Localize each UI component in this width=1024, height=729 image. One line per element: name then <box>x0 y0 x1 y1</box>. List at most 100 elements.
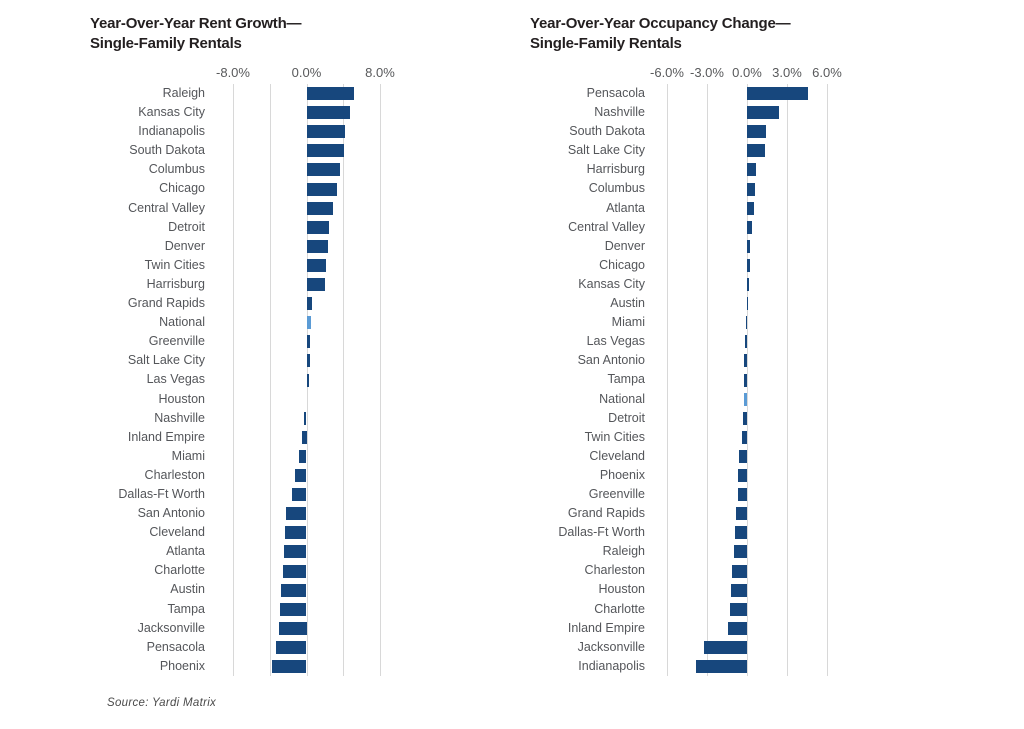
bar-atlanta <box>747 201 754 215</box>
category-label: Harrisburg <box>586 162 645 177</box>
category-label: Indianapolis <box>138 124 205 139</box>
category-label: Houston <box>598 582 645 597</box>
bar-kansas-city <box>306 106 350 120</box>
category-label: Salt Lake City <box>127 353 205 368</box>
category-label: Austin <box>170 582 205 597</box>
bar-detroit <box>743 411 747 425</box>
bar-greenville <box>737 488 747 502</box>
bar-pensacola <box>747 87 809 100</box>
bar-grand-rapids <box>306 297 312 311</box>
category-label: Chicago <box>599 257 645 272</box>
category-label: Atlanta <box>166 544 205 559</box>
category-label: Cleveland <box>149 525 205 540</box>
category-label: Chicago <box>159 181 205 196</box>
category-label: Phoenix <box>159 658 205 673</box>
bar-charlotte <box>282 564 307 578</box>
bar-phoenix <box>738 469 747 482</box>
gridline <box>747 84 748 677</box>
category-label: Charlotte <box>594 601 645 616</box>
bar-cleveland <box>739 449 747 463</box>
plot-area <box>233 84 381 677</box>
chart-body: Pensacola Nashville South Dakota Salt Lake … <box>530 62 842 677</box>
category-label: Kansas City <box>138 105 205 120</box>
category-label: Dallas-Ft Worth <box>558 525 645 540</box>
bar-kansas-city <box>747 278 749 291</box>
category-label: Denver <box>604 238 645 253</box>
chart-title-line2: Single-Family Rentals <box>90 35 242 52</box>
axis-tick-label: -8.0% <box>216 65 250 80</box>
rent-growth-chart: Year-Over-Year Rent Growth— Single-Family… <box>90 14 395 677</box>
chart-title: Year-Over-Year Rent Growth— Single-Family… <box>90 14 380 54</box>
bar-chicago <box>306 182 337 196</box>
bar-inland-empire <box>301 430 307 444</box>
bar-central-valley <box>747 220 753 234</box>
category-label: Indianapolis <box>578 658 645 673</box>
category-label: Detroit <box>168 219 205 234</box>
category-label: Grand Rapids <box>567 506 645 521</box>
gridline <box>380 84 381 677</box>
bar-national <box>743 392 747 406</box>
chart-title-line1: Year-Over-Year Occupancy Change— <box>530 15 791 32</box>
bar-dallas-ft-worth <box>291 488 307 502</box>
chart-body: Raleigh Kansas City Indianapolis South Dako… <box>90 62 395 677</box>
category-label: Harrisburg <box>146 276 205 291</box>
category-label: Miami <box>611 315 645 330</box>
bar-salt-lake-city <box>306 354 310 368</box>
axis-tick-label: 0.0% <box>732 65 762 80</box>
category-label: National <box>599 391 645 406</box>
bar-twin-cities <box>741 430 747 444</box>
bar-harrisburg <box>306 278 325 291</box>
category-label: San Antonio <box>577 353 645 368</box>
category-label: Greenville <box>588 486 645 501</box>
source-note: Source: Yardi Matrix <box>107 697 217 709</box>
bar-chicago <box>747 258 750 272</box>
bar-austin <box>280 583 307 597</box>
x-axis: -6.0% -3.0% 0.0% 3.0% 6.0% <box>650 62 842 84</box>
category-label: Charleston <box>144 467 205 482</box>
category-label: Charlotte <box>154 563 205 578</box>
plot-area <box>667 84 828 677</box>
bar-detroit <box>306 220 330 234</box>
category-label: Detroit <box>608 410 645 425</box>
category-label: Inland Empire <box>127 429 205 444</box>
chart-title-line2: Single-Family Rentals <box>530 35 682 52</box>
bar-jacksonville <box>704 640 747 654</box>
category-label: South Dakota <box>129 143 205 158</box>
category-label: Atlanta <box>606 200 645 215</box>
bar-charlotte <box>730 602 747 616</box>
category-label: Central Valley <box>128 200 205 215</box>
bar-raleigh <box>306 87 355 100</box>
axis-tick-label: 3.0% <box>772 65 802 80</box>
bar-raleigh <box>733 545 747 559</box>
bar-columbus <box>747 182 755 196</box>
category-label: Inland Empire <box>567 620 645 635</box>
bar-miami <box>746 316 748 330</box>
bar-denver <box>747 239 751 253</box>
gridline <box>233 84 234 677</box>
category-label: Twin Cities <box>144 257 205 272</box>
gridline <box>787 84 788 677</box>
bar-indianapolis <box>696 660 747 673</box>
axis-tick-label: 0.0% <box>291 65 322 80</box>
plot-column: -8.0% 0.0% 8.0% <box>216 62 395 677</box>
bar-las-vegas <box>306 373 310 387</box>
x-axis: -8.0% 0.0% 8.0% <box>216 62 395 84</box>
chart-title-line1: Year-Over-Year Rent Growth— <box>90 15 302 32</box>
bar-twin-cities <box>306 258 326 272</box>
axis-tick-label: 8.0% <box>365 65 395 80</box>
category-label: Twin Cities <box>584 429 645 444</box>
category-label: Dallas-Ft Worth <box>118 486 205 501</box>
category-label: San Antonio <box>137 506 205 521</box>
axis-tick-label: -6.0% <box>650 65 684 80</box>
bar-atlanta <box>284 545 307 559</box>
category-label: Tampa <box>607 372 645 387</box>
category-label: Las Vegas <box>586 334 645 349</box>
category-label: Tampa <box>167 601 205 616</box>
gridline <box>827 84 828 677</box>
category-label: Houston <box>158 391 205 406</box>
bar-tampa <box>279 602 307 616</box>
category-label: Kansas City <box>578 276 645 291</box>
gridline <box>343 84 345 677</box>
category-label: Raleigh <box>602 544 645 559</box>
